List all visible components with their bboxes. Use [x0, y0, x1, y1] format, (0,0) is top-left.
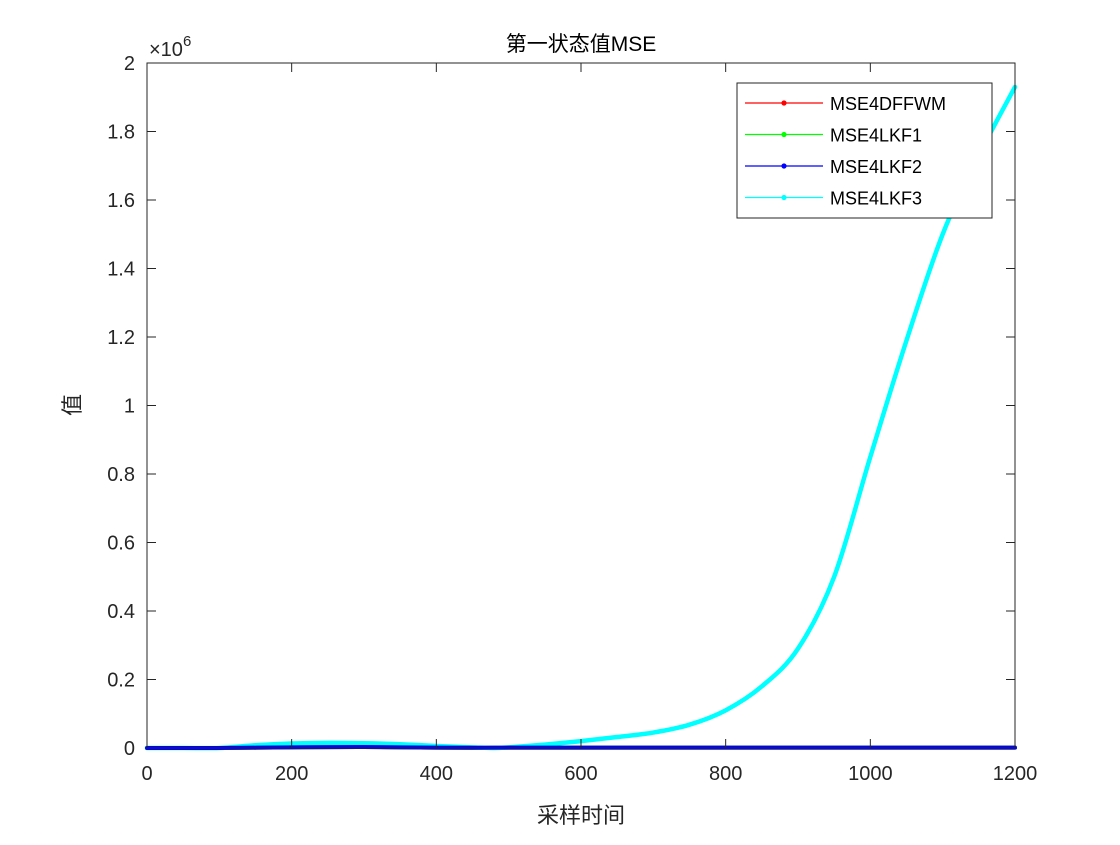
legend-swatch-marker: [781, 194, 787, 201]
x-tick-label: 1000: [848, 763, 893, 785]
y-axis-label: 值: [60, 394, 85, 416]
y-tick-label: 0: [124, 738, 135, 760]
y-tick-label: 1.2: [107, 327, 135, 349]
legend-entry: MSE4LKF1: [745, 126, 922, 146]
chart-title: 第一状态值MSE: [506, 33, 657, 56]
legend-label: MSE4LKF1: [830, 126, 922, 146]
y-tick-label: 1.8: [107, 122, 135, 144]
legend-box: [736, 82, 993, 219]
x-tick-label: 600: [564, 763, 597, 785]
x-axis-label: 采样时间: [537, 803, 625, 828]
y-tick-label: 0.6: [107, 533, 135, 555]
y-tick-label: 2: [124, 53, 135, 75]
series-line-mse4lkf3: [144, 84, 1018, 751]
legend-label: MSE4LKF3: [830, 189, 922, 209]
legend-entry: MSE4LKF3: [745, 189, 922, 209]
legend-swatch-marker: [781, 100, 787, 106]
y-exponent-base: ×10: [149, 39, 183, 61]
x-tick-label: 0: [141, 763, 152, 785]
y-tick-label: 0.8: [107, 464, 135, 486]
legend-swatch-marker: [781, 163, 787, 169]
y-axis: 0 0.2 0.4 0.6 0.8 1 1.2 1.4 1.6 1.8 2: [107, 53, 1015, 760]
x-tick-label: 400: [420, 763, 453, 785]
y-tick-label: 1.6: [107, 190, 135, 212]
y-tick-label: 1.4: [107, 259, 135, 281]
legend-swatch-marker: [781, 131, 787, 138]
x-tick-label: 800: [709, 763, 742, 785]
legend: MSE4DFFWM MSE4LKF1 MSE4LKF2 MSE4LKF3: [736, 82, 993, 219]
y-tick-label: 0.2: [107, 670, 135, 692]
legend-label: MSE4DFFWM: [830, 94, 946, 114]
y-exponent-label: ×106: [149, 33, 191, 61]
y-exponent-power: 6: [183, 33, 191, 50]
legend-entry: MSE4LKF2: [745, 157, 922, 177]
legend-entry: MSE4DFFWM: [745, 94, 946, 114]
x-tick-label: 200: [275, 763, 308, 785]
x-tick-label: 1200: [993, 763, 1038, 785]
y-tick-label: 1: [124, 396, 135, 418]
x-axis: 0 200 400 600 800 1000 1200: [141, 63, 1037, 785]
y-tick-label: 0.4: [107, 601, 135, 623]
legend-label: MSE4LKF2: [830, 157, 922, 177]
